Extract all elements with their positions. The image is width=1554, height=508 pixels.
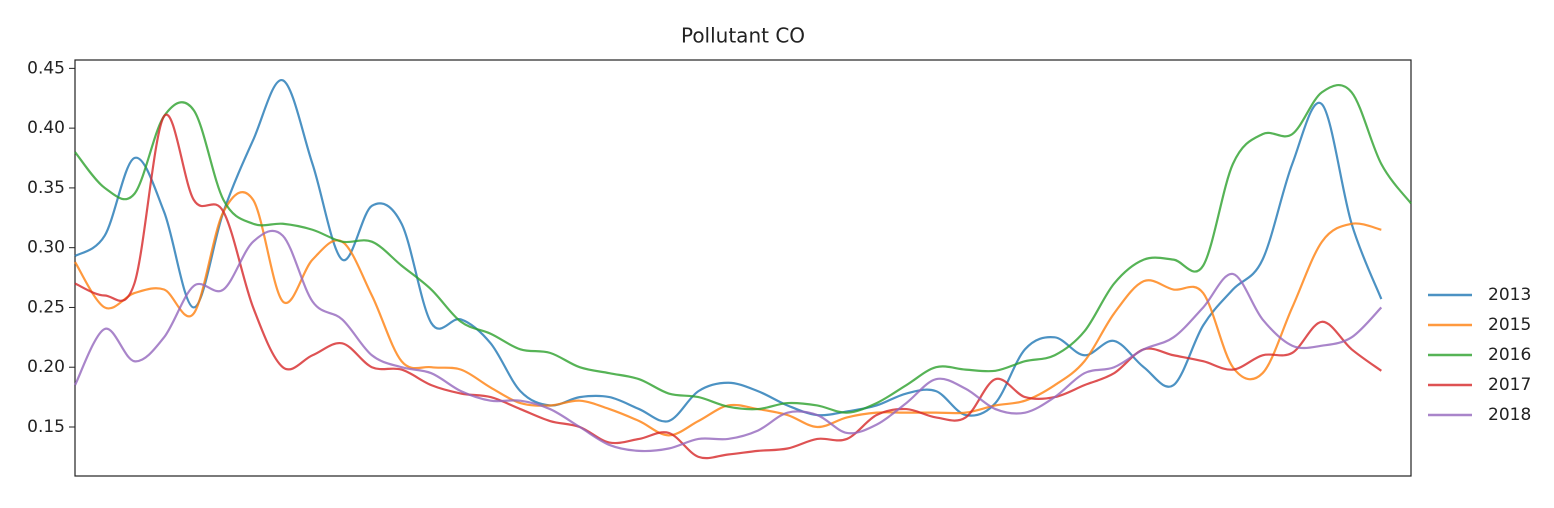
y-tick-label: 0.45 bbox=[27, 58, 65, 78]
line bbox=[74, 229, 1383, 453]
y-tick-label: 0.30 bbox=[27, 238, 65, 258]
plot-frame bbox=[74, 59, 1412, 477]
legend-label: 2016 bbox=[1488, 345, 1531, 365]
legend-label: 2017 bbox=[1488, 375, 1531, 395]
legend-label: 2015 bbox=[1488, 315, 1531, 335]
y-tick-label: 0.15 bbox=[27, 417, 65, 437]
y-tick-label: 0.35 bbox=[27, 178, 65, 198]
y-tick-label: 0.25 bbox=[27, 297, 65, 317]
y-tick-label: 0.20 bbox=[27, 357, 65, 377]
chart-title: Pollutant CO bbox=[681, 24, 805, 48]
legend-label: 2018 bbox=[1488, 405, 1531, 425]
legend-label: 2013 bbox=[1488, 285, 1531, 305]
line bbox=[74, 191, 1382, 437]
line bbox=[74, 79, 1383, 423]
y-tick-label: 0.40 bbox=[27, 118, 65, 138]
line bbox=[74, 113, 1382, 460]
line bbox=[74, 84, 1412, 414]
